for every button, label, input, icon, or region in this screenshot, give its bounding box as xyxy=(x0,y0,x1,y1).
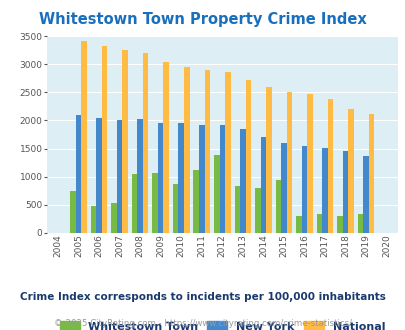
Bar xyxy=(337,216,342,233)
Bar xyxy=(96,117,102,233)
Bar xyxy=(254,188,260,233)
Text: Crime Index corresponds to incidents per 100,000 inhabitants: Crime Index corresponds to incidents per… xyxy=(20,292,385,302)
Bar xyxy=(204,70,209,233)
Bar xyxy=(183,67,189,233)
Bar xyxy=(70,191,76,233)
Bar xyxy=(322,148,327,233)
Bar xyxy=(327,99,333,233)
Bar xyxy=(111,203,117,233)
Bar xyxy=(316,214,322,233)
Bar xyxy=(275,181,280,233)
Bar xyxy=(286,92,292,233)
Bar xyxy=(239,129,245,233)
Bar xyxy=(163,61,168,233)
Bar xyxy=(213,155,219,233)
Bar xyxy=(76,115,81,233)
Bar xyxy=(224,72,230,233)
Text: © 2025 CityRating.com - https://www.cityrating.com/crime-statistics/: © 2025 CityRating.com - https://www.city… xyxy=(54,319,351,328)
Bar xyxy=(280,144,286,233)
Bar xyxy=(117,120,122,233)
Bar xyxy=(81,41,87,233)
Bar xyxy=(143,52,148,233)
Legend: Whitestown Town, New York, National: Whitestown Town, New York, National xyxy=(60,321,384,330)
Bar xyxy=(265,87,271,233)
Bar xyxy=(132,174,137,233)
Bar xyxy=(102,46,107,233)
Bar xyxy=(295,216,301,233)
Bar xyxy=(307,94,312,233)
Bar xyxy=(178,123,183,233)
Bar xyxy=(301,146,307,233)
Bar xyxy=(260,137,265,233)
Bar xyxy=(357,214,362,233)
Bar xyxy=(122,50,128,233)
Bar xyxy=(234,185,239,233)
Bar xyxy=(158,123,163,233)
Bar xyxy=(368,114,373,233)
Bar xyxy=(198,125,204,233)
Bar xyxy=(91,206,96,233)
Bar xyxy=(152,173,158,233)
Bar xyxy=(245,80,251,233)
Bar xyxy=(219,125,224,233)
Bar xyxy=(347,109,353,233)
Text: Whitestown Town Property Crime Index: Whitestown Town Property Crime Index xyxy=(39,12,366,26)
Bar xyxy=(342,151,347,233)
Bar xyxy=(137,119,143,233)
Bar xyxy=(193,170,198,233)
Bar xyxy=(362,156,368,233)
Bar xyxy=(173,184,178,233)
